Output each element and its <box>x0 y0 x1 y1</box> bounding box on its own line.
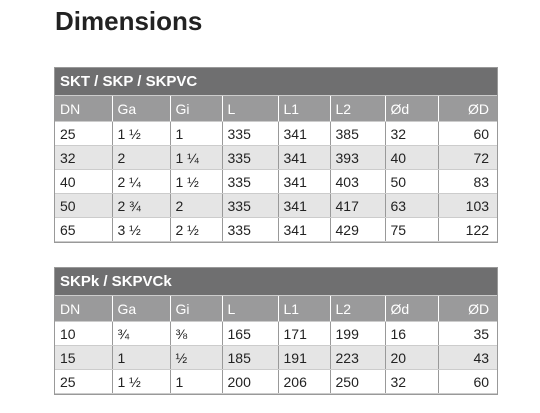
cell: 335 <box>221 121 278 146</box>
cell: 199 <box>329 321 385 346</box>
column-header: Ød <box>384 95 438 122</box>
column-header: Ød <box>384 295 438 322</box>
column-header: ØD <box>437 295 498 322</box>
cell: 429 <box>329 217 385 242</box>
table-row: 15 1 ½ 185 191 223 20 43 <box>55 345 498 370</box>
cell: 50 <box>384 169 438 194</box>
column-header: ØD <box>437 95 498 122</box>
cell: 60 <box>437 369 498 394</box>
table-row: 25 1 ½ 1 335 341 385 32 60 <box>55 121 498 146</box>
cell: 25 <box>55 121 112 146</box>
cell: 191 <box>277 345 330 370</box>
cell: 1 ½ <box>169 169 222 194</box>
dimension-table: SKT / SKP / SKPVC DN Ga Gi L L1 L2 Ød ØD 25 1 ½ 1 33… <box>53 67 499 243</box>
cell: 335 <box>221 193 278 218</box>
cell: ⅜ <box>169 321 222 346</box>
table-row: 25 1 ½ 1 200 206 250 32 60 <box>55 369 498 394</box>
cell: 2 ¾ <box>111 193 170 218</box>
cell: 341 <box>277 193 330 218</box>
column-header-row: DN Ga Gi L L1 L2 Ød ØD <box>55 295 498 322</box>
table-title: SKT / SKP / SKPVC <box>55 68 498 96</box>
column-header: DN <box>55 295 112 322</box>
cell: 206 <box>277 369 330 394</box>
table-row: 32 2 1 ¼ 335 341 393 40 72 <box>55 145 498 170</box>
cell: 1 <box>169 121 222 146</box>
cell: ½ <box>169 345 222 370</box>
cell: 185 <box>221 345 278 370</box>
cell: 65 <box>55 217 112 242</box>
cell: 2 ¼ <box>111 169 170 194</box>
cell: 32 <box>384 121 438 146</box>
cell: 15 <box>55 345 112 370</box>
column-header: L <box>221 95 278 122</box>
cell: 2 <box>111 145 170 170</box>
cell: 122 <box>437 217 498 242</box>
table-title: SKPk / SKPVCk <box>55 268 498 296</box>
cell: 25 <box>55 369 112 394</box>
cell: 341 <box>277 121 330 146</box>
cell: 250 <box>329 369 385 394</box>
table-row: 10 ¾ ⅜ 165 171 199 16 35 <box>55 321 498 346</box>
column-header: L1 <box>277 295 330 322</box>
cell: 40 <box>55 169 112 194</box>
cell: 35 <box>437 321 498 346</box>
cell: 72 <box>437 145 498 170</box>
cell: 2 <box>169 193 222 218</box>
column-header: L <box>221 295 278 322</box>
cell: 83 <box>437 169 498 194</box>
cell: 200 <box>221 369 278 394</box>
cell: 335 <box>221 145 278 170</box>
cell: 1 ½ <box>111 121 170 146</box>
column-header: DN <box>55 95 112 122</box>
cell: 60 <box>437 121 498 146</box>
cell: 43 <box>437 345 498 370</box>
column-header: L2 <box>329 95 385 122</box>
column-header: Ga <box>111 295 170 322</box>
cell: 341 <box>277 145 330 170</box>
cell: 335 <box>221 217 278 242</box>
cell: 2 ½ <box>169 217 222 242</box>
cell: 75 <box>384 217 438 242</box>
cell: 335 <box>221 169 278 194</box>
cell: 341 <box>277 169 330 194</box>
title-row: SKT / SKP / SKPVC <box>55 68 498 96</box>
column-header: Gi <box>169 95 222 122</box>
cell: 341 <box>277 217 330 242</box>
cell: 223 <box>329 345 385 370</box>
cell: 171 <box>277 321 330 346</box>
cell: 417 <box>329 193 385 218</box>
cell: 385 <box>329 121 385 146</box>
cell: 165 <box>221 321 278 346</box>
cell: 50 <box>55 193 112 218</box>
column-header: Gi <box>169 295 222 322</box>
cell: 10 <box>55 321 112 346</box>
cell: 393 <box>329 145 385 170</box>
dimension-table: SKPk / SKPVCk DN Ga Gi L L1 L2 Ød ØD 10 ¾ ⅜ 165 171 19… <box>53 267 499 395</box>
cell: 1 <box>169 369 222 394</box>
cell: 1 ½ <box>111 369 170 394</box>
cell: 40 <box>384 145 438 170</box>
table-row: 50 2 ¾ 2 335 341 417 63 103 <box>55 193 498 218</box>
cell: 1 <box>111 345 170 370</box>
cell: ¾ <box>111 321 170 346</box>
cell: 32 <box>384 369 438 394</box>
cell: 1 ¼ <box>169 145 222 170</box>
column-header-row: DN Ga Gi L L1 L2 Ød ØD <box>55 95 498 122</box>
cell: 103 <box>437 193 498 218</box>
cell: 63 <box>384 193 438 218</box>
column-header: L1 <box>277 95 330 122</box>
cell: 32 <box>55 145 112 170</box>
cell: 403 <box>329 169 385 194</box>
cell: 3 ½ <box>111 217 170 242</box>
cell: 20 <box>384 345 438 370</box>
column-header: Ga <box>111 95 170 122</box>
column-header: L2 <box>329 295 385 322</box>
page-title: Dimensions <box>55 6 203 36</box>
title-row: SKPk / SKPVCk <box>55 268 498 296</box>
cell: 16 <box>384 321 438 346</box>
